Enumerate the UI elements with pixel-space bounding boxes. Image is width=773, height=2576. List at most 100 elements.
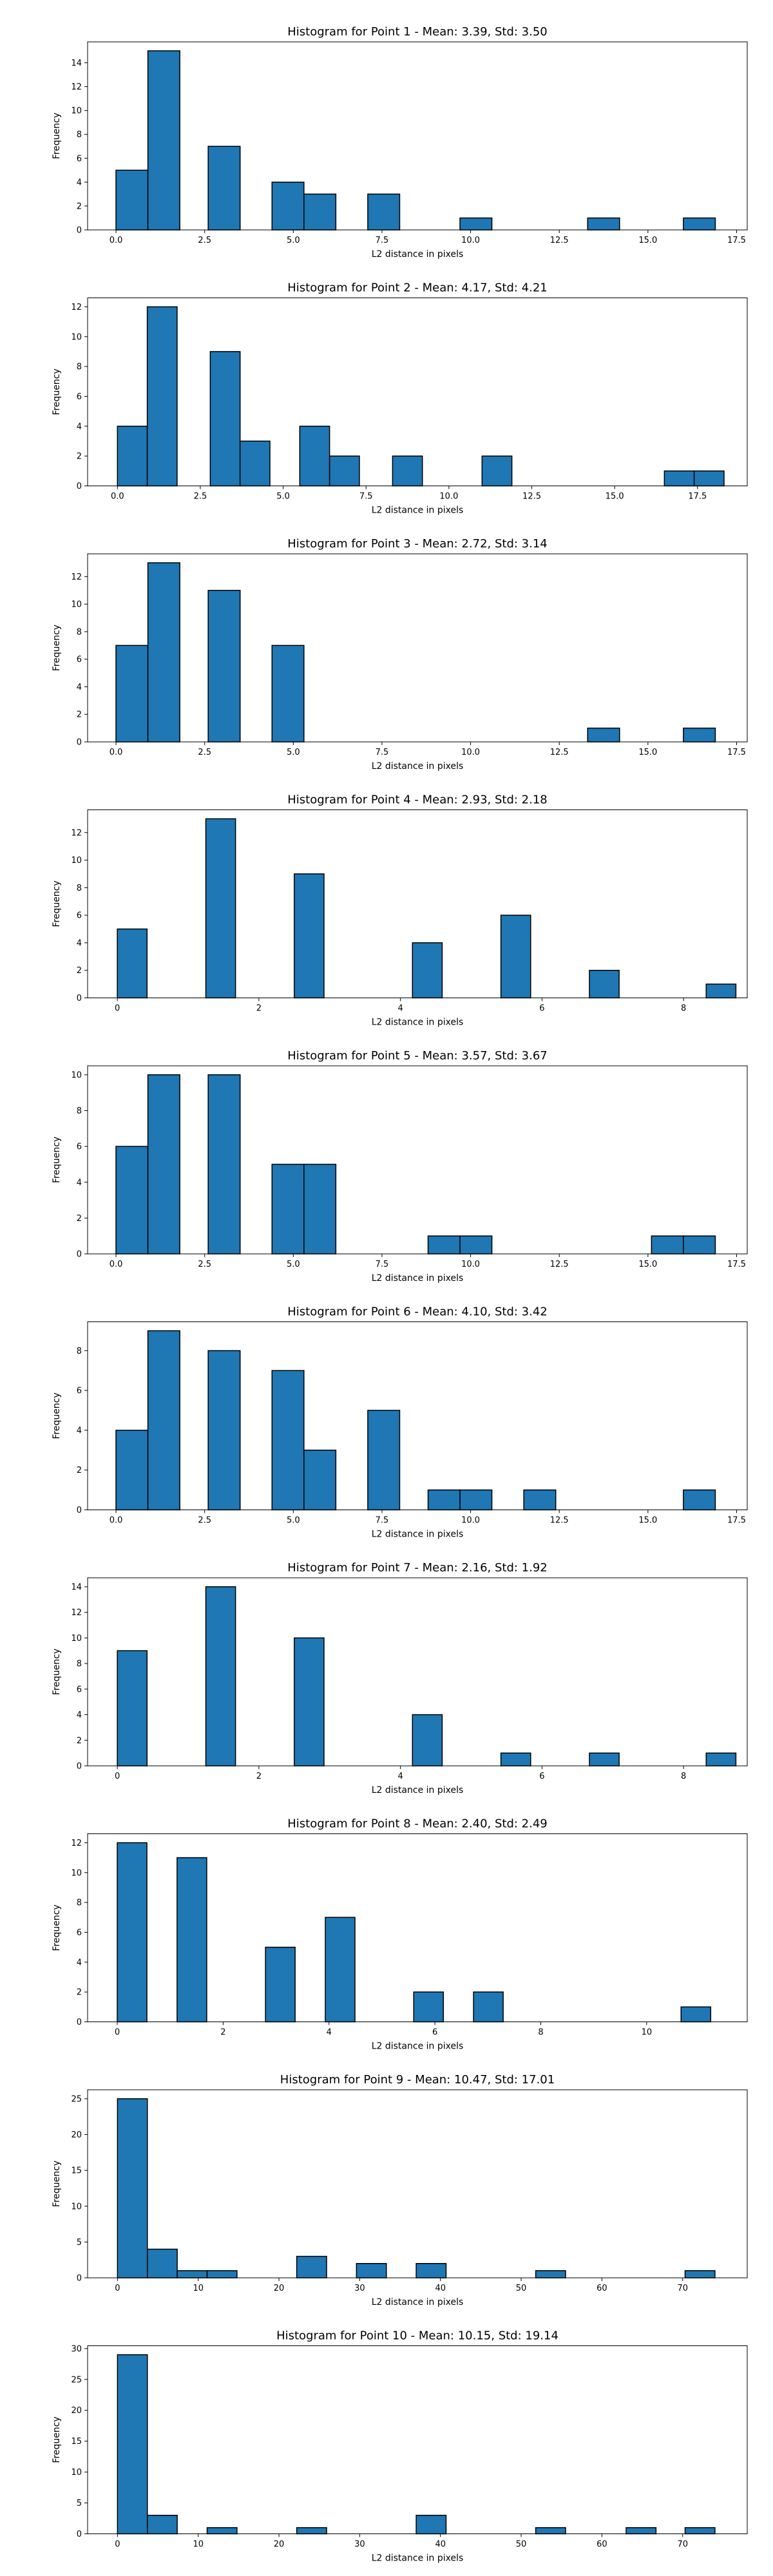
x-tick-label: 20 [274,2540,285,2550]
histogram-bar [427,1235,461,1255]
histogram-bar [303,193,337,231]
histogram-bar [294,1637,325,1766]
x-axis-label: L2 distance in pixels [372,249,464,260]
histogram-bar [663,470,695,487]
histogram-bar [206,2270,238,2278]
x-tick-label: 0 [115,2540,120,2550]
chart-title: Histogram for Point 8 - Mean: 2.40, Std:… [287,1817,548,1831]
x-tick-label: 0 [115,1772,120,1781]
x-tick-label: 17.5 [727,748,746,757]
histogram-bar [115,1430,149,1511]
y-tick-label: 14 [71,1582,82,1592]
histogram-bar [239,440,271,487]
chart-title: Histogram for Point 7 - Mean: 2.16, Std:… [287,1561,548,1575]
histogram-bar [459,217,493,231]
plot-frame [87,298,748,486]
y-axis-label: Frequency [52,1392,62,1439]
y-axis-label: Frequency [52,1137,62,1183]
histogram-bar [587,217,620,231]
x-tick-label: 17.5 [727,1516,746,1526]
histogram-bar [177,2270,208,2278]
x-tick-label: 5.0 [287,748,300,757]
y-tick-label: 8 [77,1899,82,1908]
histogram-bar [412,1714,443,1766]
x-tick-label: 6 [539,1004,544,1014]
y-tick-label: 10 [71,2468,82,2477]
plot-frame [87,1321,748,1510]
y-tick-label: 12 [71,1608,82,1618]
histogram-bar [684,2527,716,2535]
x-tick-label: 15.0 [606,492,624,502]
histogram-bar [271,1164,305,1255]
histogram-bar [329,455,360,487]
histogram-bar [625,2527,657,2535]
x-tick-label: 8 [538,2028,543,2038]
histogram-bar [367,1410,401,1511]
histogram-bar [683,1489,716,1511]
x-tick-label: 7.5 [376,236,389,245]
x-tick-label: 17.5 [727,236,746,245]
x-tick-label: 5.0 [287,1516,300,1526]
y-axis-label: Frequency [52,2161,62,2207]
histogram-bar [271,182,305,231]
histogram-bar [296,2255,327,2278]
histogram-bar [303,1164,337,1255]
histogram-bar [117,1842,148,2023]
y-tick-label: 4 [77,178,82,187]
x-tick-label: 2 [256,1004,262,1014]
histogram-bar [683,1235,716,1255]
histogram-bar [473,1991,504,2023]
histogram-bar [535,2270,566,2278]
x-tick-label: 10.0 [461,236,480,245]
histogram-bar [207,1350,241,1511]
y-tick-label: 0 [77,994,82,1003]
x-tick-label: 30 [354,2284,365,2293]
y-tick-label: 10 [71,600,82,610]
chart-title: Histogram for Point 3 - Mean: 2.72, Std:… [287,537,548,551]
y-tick-label: 6 [77,1928,82,1938]
y-tick-label: 12 [71,1839,82,1848]
y-tick-label: 4 [77,422,82,431]
histogram-bar [147,50,180,231]
plot-frame [87,810,748,998]
x-tick-label: 5.0 [287,236,300,245]
x-tick-label: 7.5 [359,492,373,502]
y-tick-label: 8 [77,1347,82,1356]
histogram-bar [115,169,149,231]
histogram-bar [589,1752,620,1766]
plot-frame [87,1833,748,2022]
chart-title: Histogram for Point 10 - Mean: 10.15, St… [276,2329,558,2343]
histogram-bar [651,1235,684,1255]
y-tick-label: 15 [71,2437,82,2447]
y-tick-label: 10 [71,1634,82,1643]
y-tick-label: 8 [77,130,82,140]
x-tick-label: 15.0 [638,748,657,757]
y-tick-label: 8 [77,884,82,893]
y-tick-label: 8 [77,627,82,637]
histogram-bar [117,2354,148,2535]
x-tick-label: 6 [432,2028,437,2038]
x-tick-label: 6 [539,1772,544,1781]
y-tick-label: 4 [77,683,82,692]
histogram-bar [117,2098,148,2278]
histogram-bar [147,562,180,743]
histogram-bar [459,1235,493,1255]
x-tick-label: 0 [115,2028,120,2038]
x-tick-label: 30 [354,2540,365,2550]
plot-frame [87,2345,748,2534]
plot-frame [87,2089,748,2278]
x-tick-label: 10.0 [461,748,480,757]
y-axis-label: Frequency [52,1904,62,1951]
y-tick-label: 12 [71,573,82,582]
x-tick-label: 0 [115,2284,120,2293]
y-tick-label: 2 [77,1214,82,1224]
histogram-bar [117,928,148,999]
histogram-bar [271,1370,305,1511]
x-tick-label: 2.5 [198,748,211,757]
histogram-bar [265,1946,296,2023]
y-tick-label: 2 [77,452,82,462]
y-tick-label: 6 [77,911,82,921]
x-axis-label: L2 distance in pixels [372,1018,464,1028]
y-tick-label: 20 [71,2130,82,2140]
histogram-bar [146,2248,178,2278]
